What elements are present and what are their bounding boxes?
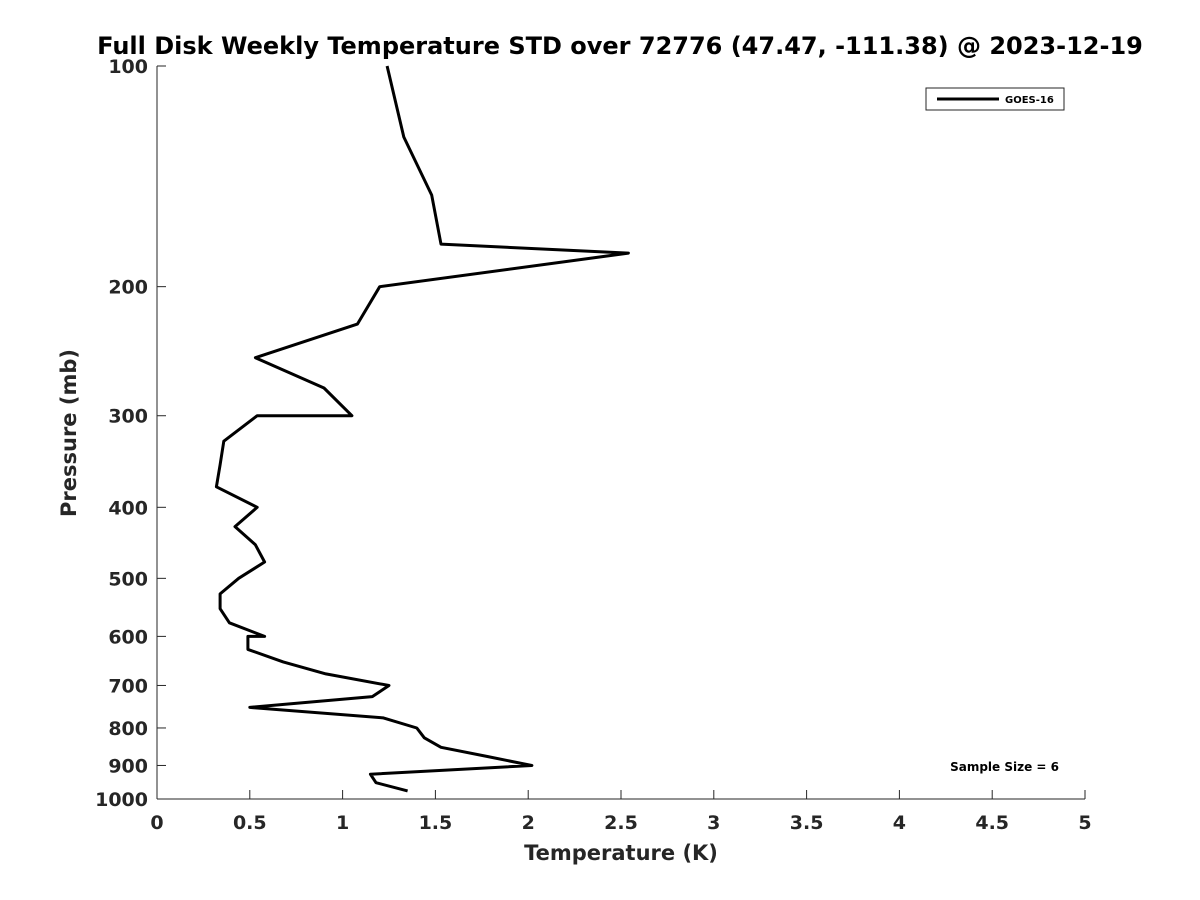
chart-title: Full Disk Weekly Temperature STD over 72… [97, 32, 1143, 60]
y-tick-label: 800 [108, 718, 148, 740]
x-axis-ticks: 0 0.5 1 1.5 2 2.5 3 3.5 4 4.5 5 [150, 790, 1092, 834]
y-axis-ticks: 100 200 300 400 500 600 700 800 900 1000 [95, 56, 166, 811]
legend: GOES-16 [925, 87, 1065, 111]
y-tick-label: 300 [108, 406, 148, 428]
y-tick-label: 200 [108, 277, 148, 299]
x-tick-label: 5 [1078, 812, 1091, 834]
x-tick-label: 3.5 [790, 812, 824, 834]
y-tick-label: 900 [108, 755, 148, 777]
y-tick-label: 400 [108, 497, 148, 519]
y-tick-label: 600 [108, 626, 148, 648]
x-tick-label: 0.5 [233, 812, 267, 834]
x-tick-label: 2.5 [604, 812, 638, 834]
x-tick-label: 1 [336, 812, 349, 834]
legend-label: GOES-16 [1005, 95, 1054, 106]
x-tick-label: 0 [150, 812, 163, 834]
x-tick-label: 1.5 [419, 812, 453, 834]
x-tick-label: 4.5 [975, 812, 1009, 834]
y-axis-label: Pressure (mb) [57, 349, 81, 517]
x-tick-label: 4 [893, 812, 906, 834]
x-tick-label: 3 [707, 812, 720, 834]
x-tick-label: 2 [522, 812, 535, 834]
series-layer [214, 65, 630, 793]
sample-size-annotation: Sample Size = 6 [950, 760, 1059, 774]
series-line-goes-16 [214, 65, 630, 793]
y-tick-label: 100 [108, 56, 148, 78]
y-tick-label: 1000 [95, 789, 148, 811]
x-axis-label: Temperature (K) [524, 841, 718, 865]
y-tick-label: 700 [108, 675, 148, 697]
y-tick-label: 500 [108, 568, 148, 590]
